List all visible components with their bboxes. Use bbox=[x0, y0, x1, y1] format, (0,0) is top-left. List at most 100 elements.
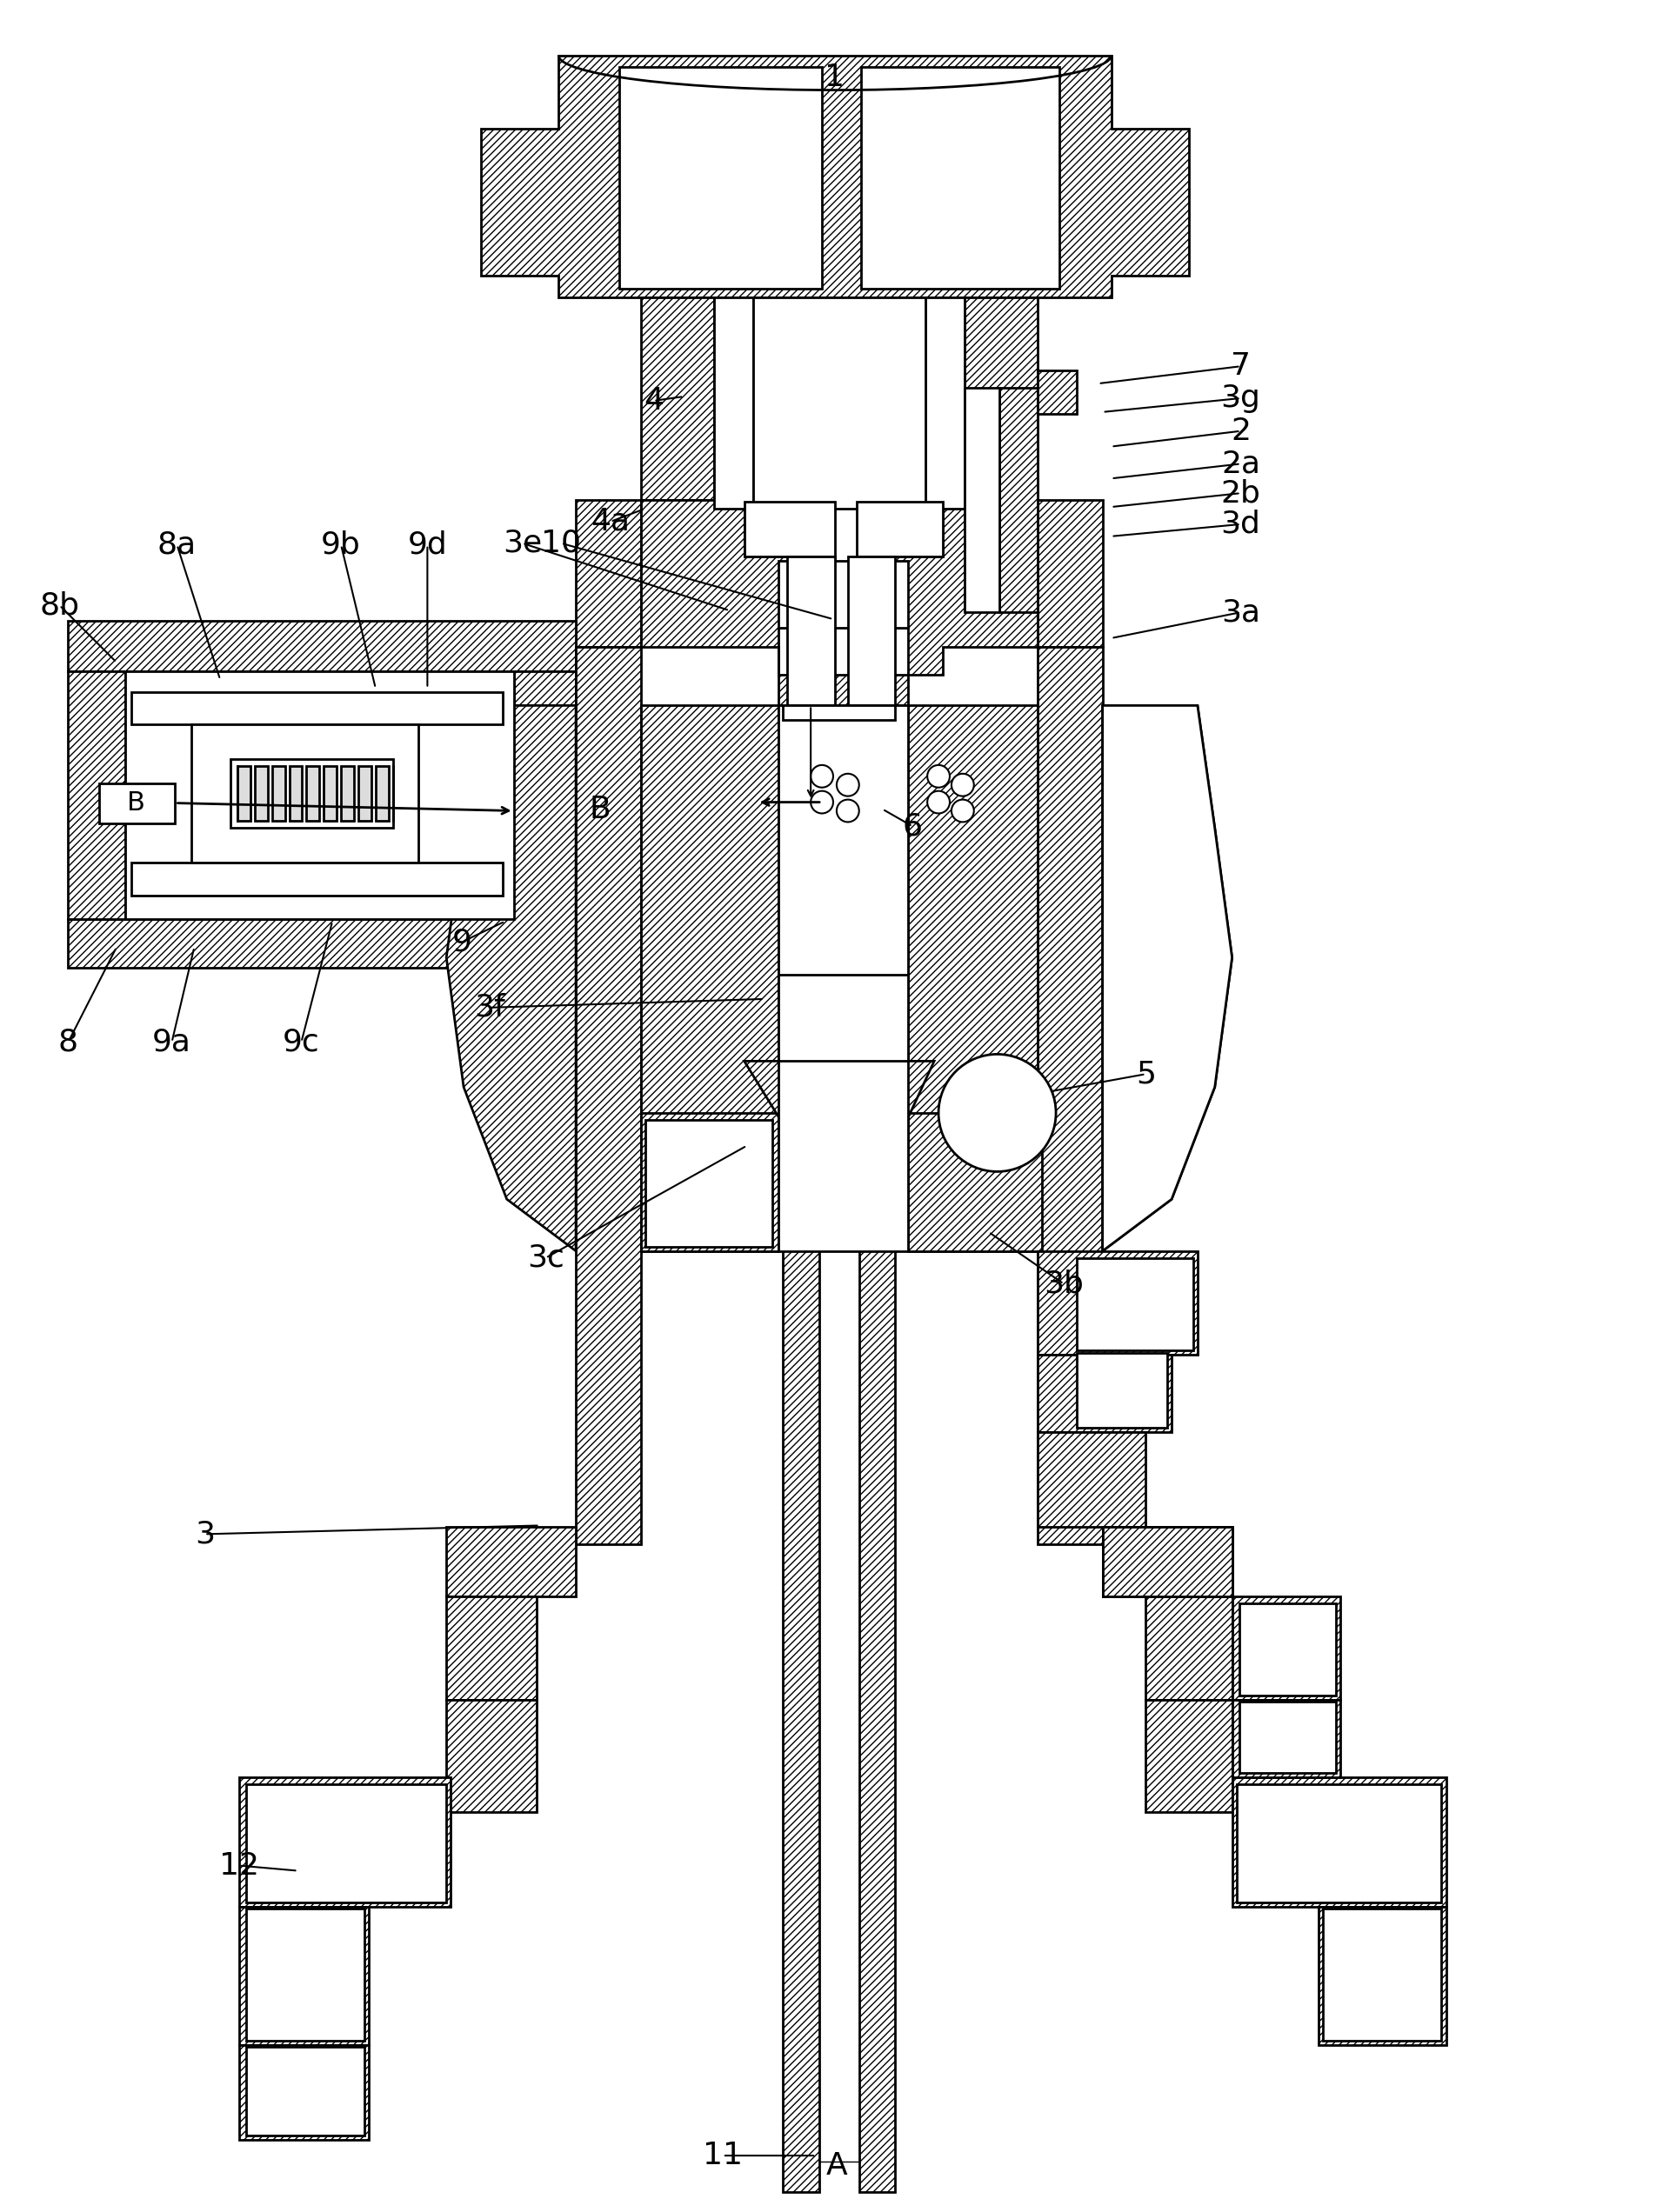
Polygon shape bbox=[1103, 1526, 1232, 1597]
Circle shape bbox=[952, 799, 974, 823]
Text: B: B bbox=[128, 790, 146, 816]
Polygon shape bbox=[1103, 1526, 1232, 1597]
Polygon shape bbox=[131, 692, 192, 708]
Polygon shape bbox=[272, 765, 285, 821]
Polygon shape bbox=[1146, 1699, 1232, 1812]
Polygon shape bbox=[1038, 1252, 1197, 1354]
Polygon shape bbox=[964, 296, 1038, 500]
Polygon shape bbox=[247, 1909, 364, 2042]
Text: 3f: 3f bbox=[474, 993, 505, 1022]
Polygon shape bbox=[1318, 1907, 1446, 2046]
Polygon shape bbox=[131, 863, 502, 896]
Polygon shape bbox=[778, 706, 907, 1252]
Circle shape bbox=[836, 799, 859, 823]
Polygon shape bbox=[999, 387, 1038, 613]
Polygon shape bbox=[192, 726, 419, 863]
Polygon shape bbox=[744, 502, 835, 555]
Polygon shape bbox=[306, 765, 320, 821]
Text: 9a: 9a bbox=[152, 1026, 192, 1057]
Polygon shape bbox=[480, 55, 1189, 296]
Polygon shape bbox=[787, 555, 835, 706]
Polygon shape bbox=[230, 759, 392, 827]
Polygon shape bbox=[1076, 1259, 1194, 1349]
Text: 3c: 3c bbox=[527, 1243, 565, 1272]
Polygon shape bbox=[68, 622, 576, 670]
Polygon shape bbox=[641, 296, 714, 500]
Circle shape bbox=[952, 774, 974, 796]
Text: 1: 1 bbox=[825, 62, 845, 93]
Text: 8a: 8a bbox=[157, 531, 197, 560]
Polygon shape bbox=[907, 706, 1038, 1252]
Polygon shape bbox=[1038, 500, 1103, 646]
Polygon shape bbox=[68, 670, 126, 918]
Circle shape bbox=[811, 792, 833, 814]
Text: 9b: 9b bbox=[321, 531, 361, 560]
Text: 2a: 2a bbox=[1220, 449, 1260, 478]
Polygon shape bbox=[341, 765, 354, 821]
Text: 8b: 8b bbox=[40, 591, 79, 619]
Polygon shape bbox=[1323, 1909, 1441, 2042]
Text: 9c: 9c bbox=[283, 1026, 320, 1057]
Polygon shape bbox=[290, 765, 301, 821]
Polygon shape bbox=[919, 465, 942, 500]
Polygon shape bbox=[1038, 1354, 1172, 1433]
Circle shape bbox=[927, 765, 951, 787]
Text: 4: 4 bbox=[644, 387, 664, 416]
Polygon shape bbox=[376, 765, 389, 821]
Polygon shape bbox=[783, 980, 904, 1060]
Polygon shape bbox=[238, 1907, 369, 2046]
Polygon shape bbox=[859, 706, 896, 2192]
Text: 3a: 3a bbox=[1220, 597, 1260, 626]
Polygon shape bbox=[744, 1062, 934, 1117]
Polygon shape bbox=[99, 783, 174, 823]
Polygon shape bbox=[134, 695, 187, 721]
Text: B: B bbox=[590, 794, 611, 823]
Polygon shape bbox=[783, 706, 896, 721]
Polygon shape bbox=[131, 692, 502, 726]
Polygon shape bbox=[778, 560, 907, 628]
Polygon shape bbox=[926, 296, 964, 509]
Polygon shape bbox=[641, 1113, 778, 1252]
Polygon shape bbox=[447, 1699, 537, 1812]
Polygon shape bbox=[392, 728, 419, 858]
Polygon shape bbox=[917, 478, 934, 504]
Polygon shape bbox=[778, 975, 907, 1062]
Polygon shape bbox=[641, 706, 778, 1252]
Polygon shape bbox=[447, 706, 576, 1252]
Polygon shape bbox=[513, 670, 576, 918]
Text: 3: 3 bbox=[195, 1520, 215, 1548]
Text: A: A bbox=[826, 2152, 848, 2181]
Polygon shape bbox=[861, 66, 1060, 288]
Text: 11: 11 bbox=[702, 2141, 742, 2170]
Text: 6: 6 bbox=[903, 812, 922, 841]
Polygon shape bbox=[1038, 646, 1103, 1544]
Polygon shape bbox=[325, 765, 336, 821]
Polygon shape bbox=[419, 692, 502, 726]
Polygon shape bbox=[68, 918, 576, 969]
Polygon shape bbox=[358, 765, 371, 821]
Polygon shape bbox=[247, 1785, 447, 1902]
Polygon shape bbox=[1103, 706, 1232, 1252]
Polygon shape bbox=[419, 863, 502, 896]
Polygon shape bbox=[1146, 1597, 1232, 1699]
Text: 3g: 3g bbox=[1220, 383, 1260, 414]
Polygon shape bbox=[205, 728, 230, 858]
Text: 9: 9 bbox=[452, 927, 472, 958]
Polygon shape bbox=[619, 66, 821, 288]
Text: 7: 7 bbox=[1230, 352, 1250, 380]
Polygon shape bbox=[856, 502, 942, 555]
Polygon shape bbox=[848, 555, 896, 706]
Polygon shape bbox=[1239, 1701, 1336, 1774]
Polygon shape bbox=[1232, 1778, 1446, 1907]
Polygon shape bbox=[1239, 1604, 1336, 1697]
Polygon shape bbox=[1038, 372, 1076, 414]
Text: 2: 2 bbox=[1230, 416, 1250, 447]
Text: 2b: 2b bbox=[1220, 478, 1260, 509]
Polygon shape bbox=[907, 1113, 1042, 1252]
Polygon shape bbox=[735, 478, 753, 504]
Text: 10: 10 bbox=[542, 529, 581, 557]
Polygon shape bbox=[952, 422, 982, 465]
Text: 5: 5 bbox=[1136, 1060, 1156, 1088]
Polygon shape bbox=[576, 500, 641, 646]
Polygon shape bbox=[1038, 1433, 1146, 1526]
